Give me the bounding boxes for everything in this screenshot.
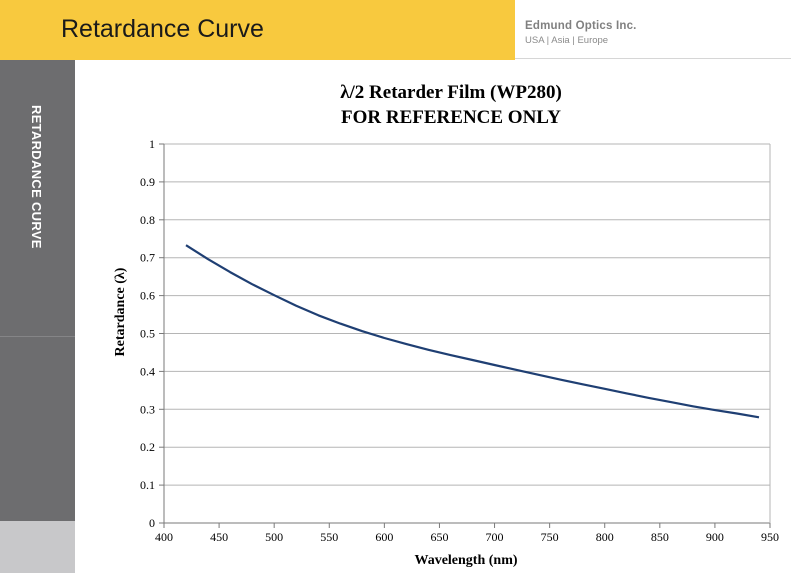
y-tick-label: 0.2 <box>140 440 155 454</box>
chart-title-line-1: λ/2 Retarder Film (WP280) <box>340 82 562 103</box>
y-tick-label: 0 <box>149 516 155 530</box>
chart-title: λ/2 Retarder Film (WP280) FOR REFERENCE … <box>340 82 562 128</box>
y-tick-label: 0.3 <box>140 402 155 416</box>
x-tick-label: 950 <box>761 530 779 544</box>
x-tick-label: 650 <box>430 530 448 544</box>
x-tick-label: 450 <box>210 530 228 544</box>
y-tick-label: 0.5 <box>140 327 155 341</box>
x-tick-label: 750 <box>541 530 559 544</box>
series-line-0 <box>185 244 760 419</box>
y-tick-label: 0.8 <box>140 213 155 227</box>
company-block: Edmund Optics Inc. USA | Asia | Europe <box>525 20 785 46</box>
page-title: Retardance Curve <box>61 15 264 43</box>
x-tick-label: 400 <box>155 530 173 544</box>
y-tick-label: 0.7 <box>140 251 155 265</box>
y-tick-label: 0.1 <box>140 478 155 492</box>
x-tick-label: 800 <box>596 530 614 544</box>
sidebar-footer-block <box>0 521 75 573</box>
y-tick-label: 0.6 <box>140 289 155 303</box>
y-tick-label: 0.9 <box>140 175 155 189</box>
x-tick-label: 850 <box>651 530 669 544</box>
y-axis-title: Retardance (λ) <box>113 267 128 356</box>
x-tick-label: 600 <box>375 530 393 544</box>
header-divider <box>515 58 791 59</box>
header-band <box>0 0 515 60</box>
chart-series <box>185 244 760 419</box>
y-axis-ticks: 0 0.1 0.2 0.3 0.4 0.5 0.6 0.7 0.8 0.9 1 <box>140 137 164 530</box>
x-tick-label: 550 <box>320 530 338 544</box>
x-axis-ticks: 400 450 500 550 600 650 700 750 800 850 900 950 <box>155 523 779 544</box>
company-name: Edmund Optics Inc. <box>525 20 637 32</box>
sidebar-divider <box>0 336 75 337</box>
x-axis-title: Wavelength (nm) <box>414 553 517 568</box>
chart-title-line-2: FOR REFERENCE ONLY <box>341 107 561 128</box>
y-tick-label: 1 <box>149 137 155 151</box>
company-regions: USA | Asia | Europe <box>525 35 609 46</box>
x-tick-label: 700 <box>486 530 504 544</box>
chart-gridlines <box>164 143 770 486</box>
y-tick-label: 0.4 <box>140 364 155 378</box>
x-tick-label: 500 <box>265 530 283 544</box>
sidebar <box>0 60 75 573</box>
x-tick-label: 900 <box>706 530 724 544</box>
